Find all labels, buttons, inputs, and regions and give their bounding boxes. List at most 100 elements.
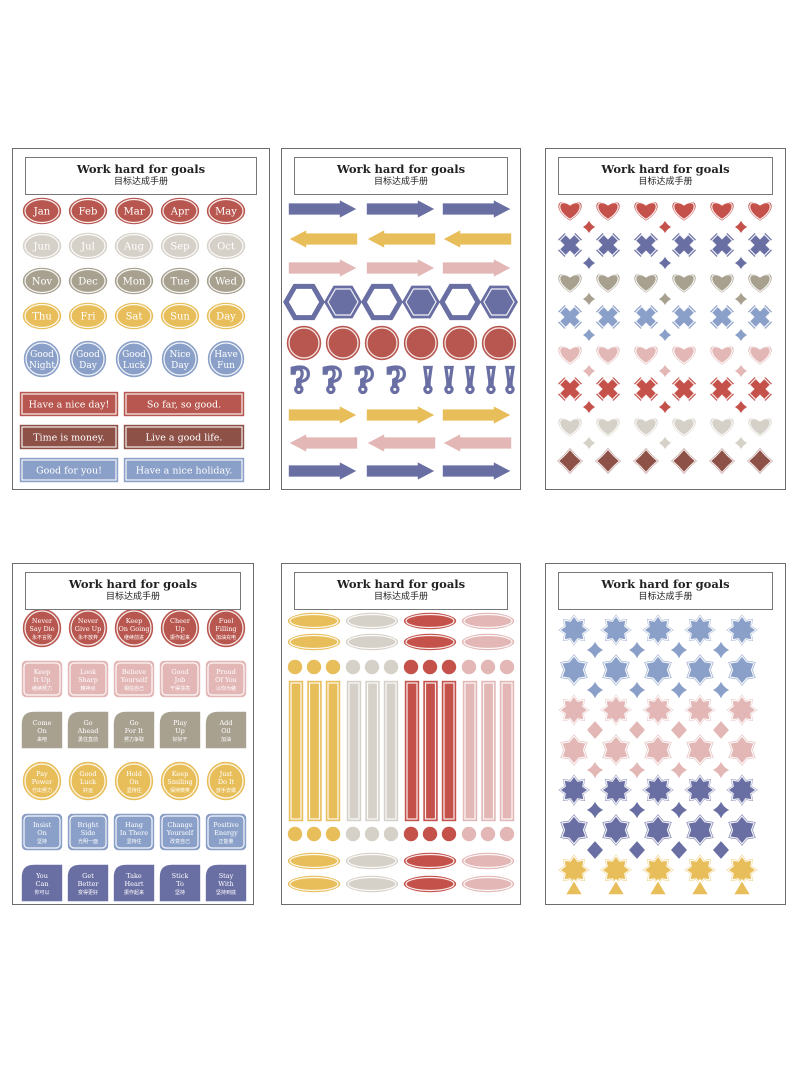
sparkle-sticker bbox=[730, 252, 752, 274]
badge-sublabel: 加油 bbox=[221, 736, 231, 743]
heart-sticker bbox=[746, 344, 774, 367]
sheet-2-art: ????!!!!! bbox=[283, 197, 519, 483]
badge-label: Keep bbox=[126, 617, 143, 625]
triangle-sticker bbox=[689, 878, 711, 896]
heart-sticker bbox=[594, 200, 622, 223]
dot-sticker bbox=[324, 825, 342, 843]
badge-label: Good bbox=[79, 770, 96, 778]
oval-sticker-border bbox=[463, 853, 513, 869]
circle-sticker-border bbox=[25, 342, 59, 376]
badge-sublabel: 改变自己 bbox=[170, 838, 190, 845]
badge-sticker-border bbox=[115, 815, 153, 849]
badge-sticker-border bbox=[115, 662, 153, 696]
banner-sticker-border bbox=[125, 426, 243, 448]
flower-sticker bbox=[558, 651, 590, 689]
badge-sticker bbox=[158, 812, 202, 852]
flower-sticker bbox=[642, 651, 674, 689]
flower-sticker-border bbox=[729, 815, 755, 845]
flower-sticker bbox=[639, 611, 677, 649]
sheet-subtitle: 目标达成手册 bbox=[113, 177, 168, 187]
badge-label: Sharp bbox=[78, 676, 98, 684]
sparkle-sticker bbox=[578, 432, 600, 454]
oval-sticker bbox=[460, 851, 516, 871]
badge-label: Better bbox=[78, 880, 100, 888]
badge-sticker bbox=[158, 710, 202, 750]
oval-sticker-label: Apr bbox=[170, 207, 190, 218]
triangle-sticker bbox=[731, 878, 753, 896]
cross-sticker-border bbox=[748, 233, 772, 257]
heart-sticker-border bbox=[673, 346, 695, 365]
cross-sticker bbox=[555, 302, 585, 332]
flower-sticker bbox=[597, 691, 635, 729]
oval-sticker-border bbox=[24, 198, 60, 224]
oval-sticker-border bbox=[347, 634, 397, 650]
badge-sublabel: 坚持到底 bbox=[216, 889, 236, 896]
sparkle-sticker bbox=[582, 637, 608, 663]
heart-sticker-border bbox=[559, 346, 581, 365]
glyph-sticker: ! bbox=[503, 361, 518, 401]
oval-sticker-label: Jun bbox=[33, 242, 51, 253]
arrow-sticker bbox=[364, 431, 437, 455]
sparkle-sticker bbox=[666, 677, 692, 703]
cross-sticker bbox=[745, 302, 775, 332]
strip-sticker-border bbox=[308, 682, 321, 820]
badge-label: Get bbox=[82, 872, 94, 880]
flower-sticker bbox=[681, 691, 719, 729]
flower-sticker-border bbox=[671, 448, 697, 474]
badge-label: Of You bbox=[215, 676, 237, 684]
flower-sticker-border bbox=[687, 735, 713, 765]
heart-sticker bbox=[632, 416, 660, 439]
badge-sticker bbox=[66, 710, 110, 750]
badge-sticker bbox=[204, 812, 248, 852]
cross-sticker-border bbox=[634, 305, 658, 329]
badge-label: It Up bbox=[34, 676, 51, 684]
circle-sticker-border bbox=[483, 327, 515, 359]
sheet-subtitle: 目标达成手册 bbox=[638, 177, 693, 187]
badge-sticker-border bbox=[162, 763, 198, 799]
badge-sublabel: 放手去做 bbox=[216, 787, 236, 794]
glyph-sticker: ! bbox=[463, 361, 478, 401]
arrow-sticker bbox=[365, 403, 438, 427]
oval-sticker bbox=[205, 301, 247, 331]
badge-sublabel: 变得更好 bbox=[78, 889, 98, 896]
oval-sticker bbox=[113, 301, 155, 331]
arrow-sticker bbox=[440, 227, 513, 251]
strip-sticker bbox=[421, 679, 440, 823]
heart-sticker bbox=[670, 416, 698, 439]
oval-sticker bbox=[159, 196, 201, 226]
badge-label: Never bbox=[78, 617, 99, 625]
strip-sticker-border bbox=[424, 682, 437, 820]
badge-sublabel: 永不放弃 bbox=[78, 634, 98, 641]
badge-label: Hold bbox=[126, 770, 142, 778]
sheet-header: Work hard for goals 目标达成手册 bbox=[25, 157, 257, 195]
cross-sticker bbox=[745, 230, 775, 260]
badge-sticker-border bbox=[69, 815, 107, 849]
cross-sticker-border bbox=[558, 305, 582, 329]
hexagon-sticker bbox=[439, 283, 481, 321]
oval-sticker-border bbox=[289, 634, 339, 650]
heart-sticker bbox=[594, 416, 622, 439]
oval-sticker bbox=[21, 266, 63, 296]
arrow-sticker bbox=[287, 403, 360, 427]
glyph-sticker: ! bbox=[421, 361, 436, 401]
arrow-sticker bbox=[441, 403, 514, 427]
dot-sticker bbox=[479, 825, 497, 843]
dot-sticker bbox=[460, 658, 478, 676]
sparkle-sticker bbox=[730, 396, 752, 418]
badge-sublabel: 继续前进 bbox=[124, 634, 144, 641]
oval-sticker-label: Oct bbox=[217, 242, 235, 253]
circle-sticker-border bbox=[288, 327, 320, 359]
oval-sticker-border bbox=[463, 634, 513, 650]
oval-sticker-border bbox=[405, 613, 455, 629]
circle-sticker-label: Day bbox=[171, 361, 190, 371]
strip-sticker-border bbox=[501, 682, 513, 820]
badge-sticker bbox=[20, 863, 64, 903]
cross-sticker-border bbox=[672, 305, 696, 329]
glyph-sticker: ! bbox=[484, 361, 499, 401]
oval-sticker bbox=[67, 231, 109, 261]
badge-label: Can bbox=[35, 880, 48, 888]
badge-label: Cheer bbox=[170, 617, 191, 625]
oval-sticker-border bbox=[405, 853, 455, 869]
badge-sticker-border bbox=[161, 815, 199, 849]
oval-sticker bbox=[67, 266, 109, 296]
